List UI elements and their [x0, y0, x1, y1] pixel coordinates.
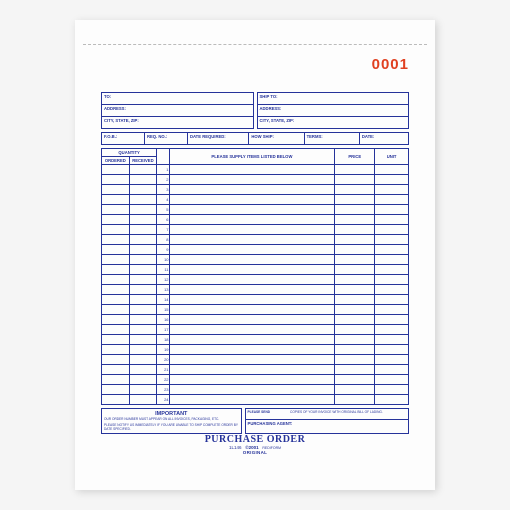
perforation-line: [83, 44, 427, 45]
purchase-order-form: 0001 TO:ADDRESS:CITY, STATE, ZIP:SHIP TO…: [75, 20, 435, 490]
form-content: TO:ADDRESS:CITY, STATE, ZIP:SHIP TO:ADDR…: [101, 92, 409, 462]
form-number: 0001: [372, 56, 409, 73]
